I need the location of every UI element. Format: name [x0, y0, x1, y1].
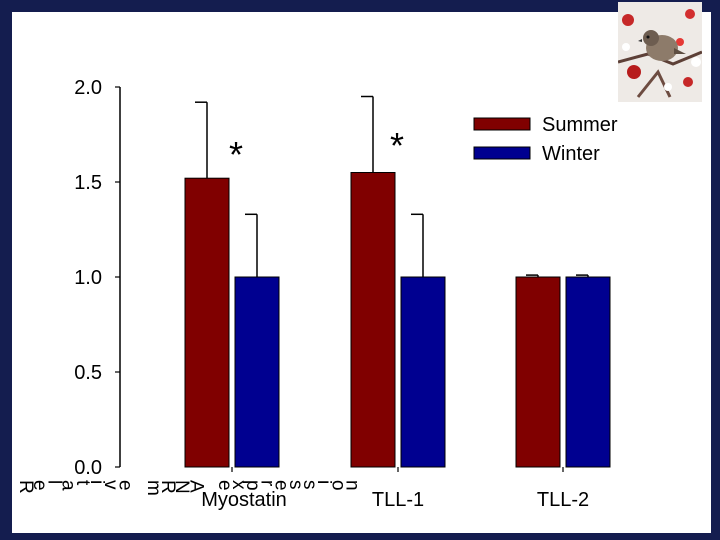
significance-asterisk: * — [390, 125, 404, 166]
x-category-label: Myostatin — [201, 489, 287, 511]
y-axis-label-char: s — [285, 480, 306, 490]
y-axis-label-char: v — [100, 480, 121, 490]
legend-label-summer: Summer — [542, 114, 618, 136]
slide-frame-right — [711, 0, 720, 540]
bar-winter — [565, 276, 611, 468]
bar-summer — [184, 177, 230, 468]
y-tick-label: 2.0 — [74, 77, 102, 99]
y-axis-label-char: m — [143, 480, 164, 496]
y-tick-label: 1.0 — [74, 267, 102, 289]
bird-photo — [618, 2, 702, 102]
y-axis-label-char: a — [58, 480, 79, 491]
slide-frame-left — [0, 0, 12, 540]
y-axis-label-char: i — [86, 480, 107, 484]
y-axis-label-char: R — [157, 480, 178, 494]
slide-frame-bottom — [0, 533, 720, 540]
y-axis-label-char: N — [171, 480, 192, 494]
bar-winter — [400, 276, 446, 468]
bar-winter — [234, 276, 280, 468]
y-axis-label-char: l — [43, 480, 64, 484]
y-axis-label-char: r — [256, 480, 277, 487]
y-axis-label-char: i — [313, 480, 334, 484]
y-axis-label-char: e — [271, 480, 292, 491]
y-axis-label-char: o — [327, 480, 348, 491]
y-tick-label: 0.5 — [74, 362, 102, 384]
bar-summer — [350, 172, 396, 468]
legend-swatch-summer — [473, 117, 531, 131]
legend-swatch-winter — [473, 146, 531, 160]
significance-asterisk: * — [229, 134, 243, 175]
bar-summer — [515, 276, 561, 468]
y-axis-label-char: e — [29, 480, 50, 491]
y-axis-label-char: p — [242, 480, 263, 491]
y-axis-label-char: e — [114, 480, 135, 491]
y-axis-label-char: n — [342, 480, 363, 491]
y-axis-label-char: x — [228, 480, 249, 490]
x-category-label: TLL-1 — [372, 489, 424, 511]
y-tick-label: 1.5 — [74, 172, 102, 194]
y-axis-label-char: s — [299, 480, 320, 490]
y-axis-label-char: A — [185, 480, 206, 493]
slide-frame-top — [0, 0, 720, 12]
y-tick-label: 0.0 — [74, 457, 102, 479]
x-category-label: TLL-2 — [537, 489, 589, 511]
y-axis-label-char: R — [15, 480, 36, 494]
legend-label-winter: Winter — [542, 143, 600, 165]
y-axis-label-char: e — [214, 480, 235, 491]
y-axis-label-char: t — [72, 480, 93, 486]
